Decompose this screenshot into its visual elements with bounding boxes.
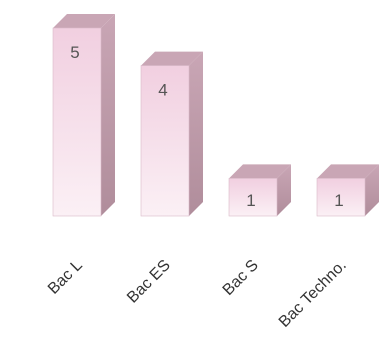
category-labels: Bac L Bac ES Bac S Bac Techno. — [45, 257, 350, 331]
bar-top-bac-l — [53, 14, 115, 28]
category-label-bac-techno: Bac Techno. — [276, 257, 350, 331]
bar-bac-s: 1 — [228, 164, 291, 217]
data-label-bac-es: 4 — [158, 81, 167, 100]
bar-front-bac-techno — [316, 178, 366, 217]
bars-group: 5 4 1 1 — [52, 14, 379, 217]
bar-top-bac-techno — [317, 164, 379, 179]
bar-top-bac-es — [141, 51, 203, 66]
bar-top-bac-s — [229, 164, 291, 179]
bar-side-bac-l — [101, 14, 115, 216]
data-label-bac-l: 5 — [70, 43, 79, 62]
category-label-bac-l: Bac L — [45, 257, 86, 298]
bar-front-bac-es — [140, 65, 190, 217]
bar-side-bac-s — [277, 164, 291, 216]
bar-front-bac-s — [228, 178, 278, 217]
category-label-bac-es: Bac ES — [124, 257, 174, 307]
category-label-bac-s: Bac S — [220, 257, 262, 299]
bar-bac-es: 4 — [140, 51, 203, 217]
bar-front-bac-l — [52, 27, 102, 217]
bar-side-bac-es — [189, 51, 203, 216]
data-label-bac-s: 1 — [246, 191, 255, 210]
bar-bac-techno: 1 — [316, 164, 379, 217]
bar-bac-l: 5 — [52, 14, 115, 217]
bar-side-bac-techno — [365, 164, 379, 216]
data-label-bac-techno: 1 — [334, 191, 343, 210]
